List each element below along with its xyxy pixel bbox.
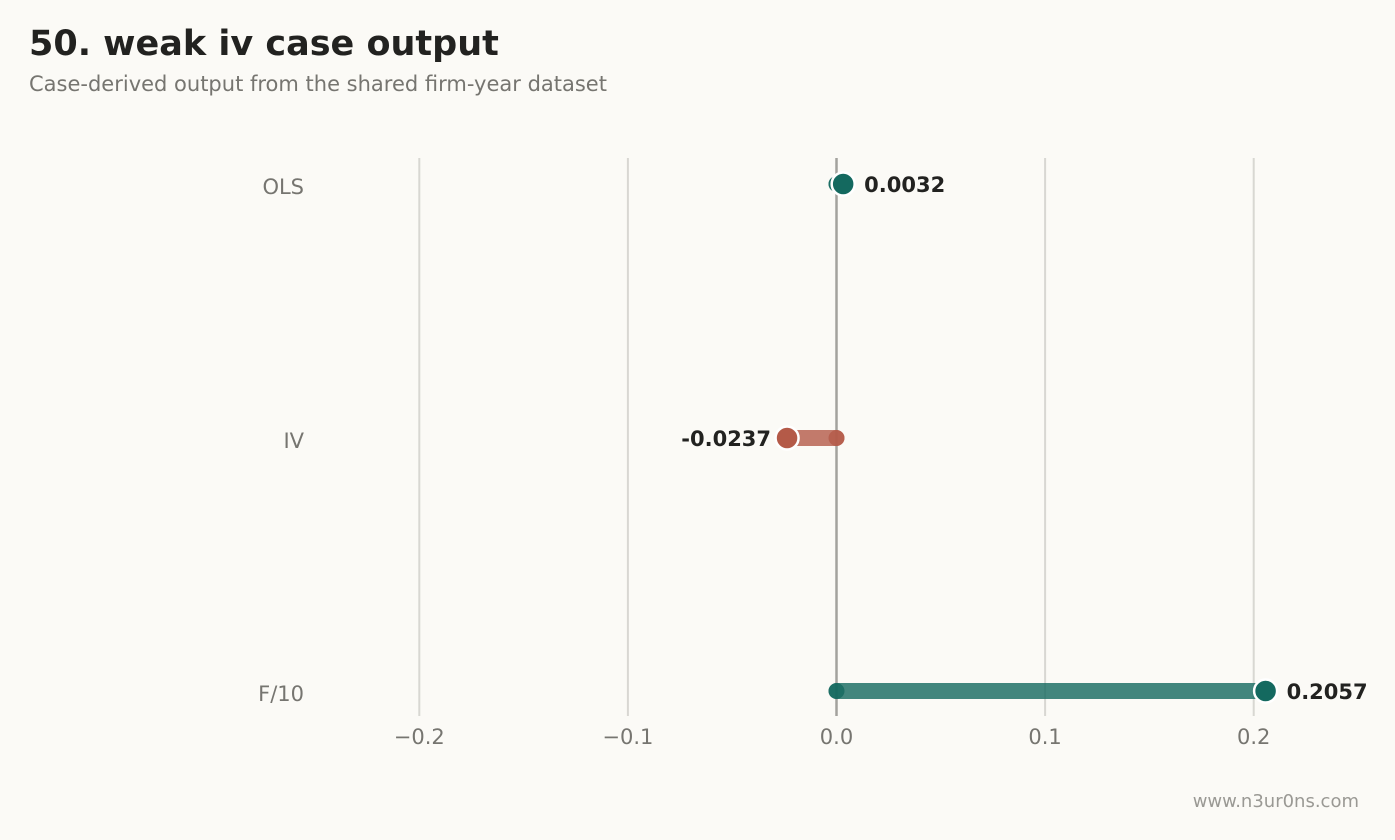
marks-layer (774, 171, 1279, 704)
watermark: www.n3ur0ns.com (1192, 791, 1359, 812)
category-label: OLS (262, 175, 304, 199)
lollipop-dot (774, 425, 800, 451)
page-title: 50. weak iv case output (29, 24, 499, 64)
x-tick-label: −0.1 (602, 725, 653, 749)
x-tick-label: 0.2 (1237, 725, 1270, 749)
grid-layer (418, 158, 1255, 716)
data-label: -0.0237 (681, 427, 771, 451)
x-tick-label: −0.2 (394, 725, 445, 749)
labels-layer: −0.2 −0.1 0.0 0.1 0.2 OLS 0.0032 IV -0.0237 F/10 0… (258, 173, 1368, 749)
x-tick-label: 0.1 (1028, 725, 1061, 749)
lollipop-dot (830, 171, 856, 197)
page-subtitle: Case-derived output from the shared firm… (29, 72, 607, 96)
category-label: IV (283, 429, 304, 453)
data-label: 0.0032 (864, 173, 945, 197)
data-label: 0.2057 (1287, 680, 1368, 704)
category-label: F/10 (258, 682, 304, 706)
lollipop-dot (1252, 678, 1279, 704)
x-tick-label: 0.0 (820, 725, 853, 749)
